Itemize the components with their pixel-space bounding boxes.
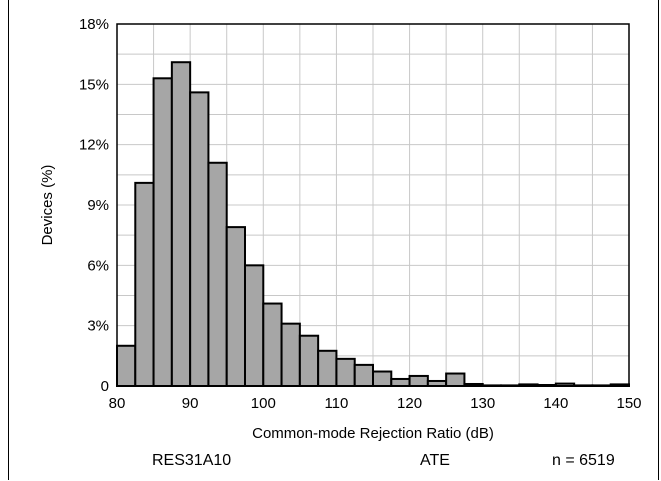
y-tick-labels: 0 3% 6% 9% 12% 15% 18% (79, 16, 109, 395)
y-tick-label: 6% (87, 257, 109, 274)
chart-frame (8, 0, 659, 480)
x-axis-label: Common-mode Rejection Ratio (dB) (252, 425, 494, 442)
x-tick-label: 90 (182, 395, 199, 412)
histogram-bar (207, 161, 228, 387)
x-tick-label: 100 (251, 395, 276, 412)
x-tick-label: 140 (543, 395, 568, 412)
histogram-bar (445, 372, 466, 387)
footer-part-number: RES31A10 (152, 452, 232, 469)
histogram-bar (426, 379, 448, 388)
histogram-bar (244, 264, 265, 388)
y-tick-label: 18% (79, 16, 109, 33)
histogram-bar (225, 226, 246, 387)
x-tick-label: 130 (470, 395, 495, 412)
y-tick-label: 0 (101, 378, 109, 395)
footer-method: ATE (420, 452, 450, 469)
histogram-bar (372, 370, 393, 387)
histogram-bar (280, 322, 301, 387)
histogram-bar (189, 91, 210, 387)
histogram-bar (298, 334, 320, 388)
x-tick-label: 110 (324, 395, 348, 412)
y-tick-label: 12% (79, 137, 109, 154)
histogram-bar (262, 302, 283, 387)
histogram-bar (335, 357, 356, 388)
x-tick-label: 150 (616, 395, 641, 412)
histogram-bar (170, 61, 192, 387)
y-tick-label: 15% (79, 76, 109, 93)
histogram-bar (317, 349, 338, 387)
y-tick-label: 3% (87, 318, 109, 335)
y-axis-label: Devices (%) (39, 165, 56, 246)
footer-sample-count: n = 6519 (552, 452, 615, 469)
x-tick-labels: 80 90 100 110 120 130 140 150 (109, 395, 642, 412)
plot-border (116, 23, 630, 387)
histogram-bar (116, 344, 137, 387)
y-tick-label: 9% (87, 197, 109, 214)
histogram-bar (152, 77, 173, 388)
bars (116, 61, 631, 388)
histogram-bar (134, 181, 155, 387)
x-tick-label: 80 (109, 395, 126, 412)
histogram-bar (390, 377, 411, 388)
histogram-bar (408, 374, 429, 388)
x-tick-label: 120 (397, 395, 422, 412)
histogram-bar (353, 363, 375, 387)
